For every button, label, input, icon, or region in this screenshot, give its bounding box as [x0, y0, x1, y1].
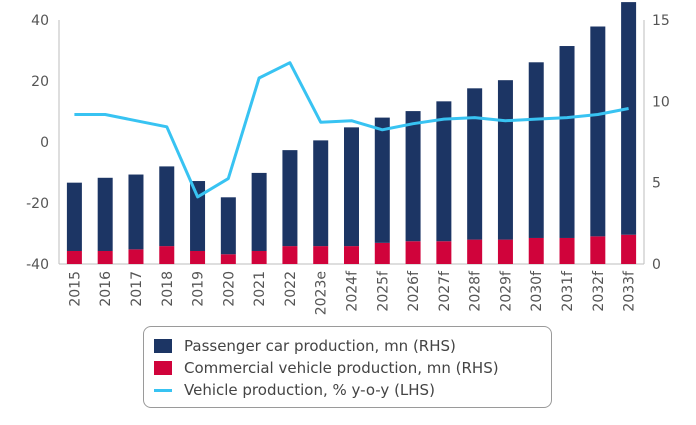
legend-label-commercial: Commercial vehicle production, mn (RHS): [184, 359, 499, 377]
x-tick-category: 2031f: [560, 270, 576, 312]
y-tick-left: -40: [26, 257, 49, 273]
x-tick-category: 2016: [98, 271, 114, 307]
legend-item-commercial: Commercial vehicle production, mn (RHS): [154, 357, 499, 379]
bar-commercial: [405, 241, 421, 264]
legend-label-yoy: Vehicle production, % y-o-y (LHS): [184, 381, 435, 399]
bar-passenger: [251, 172, 267, 251]
bar-passenger: [621, 2, 637, 235]
bar-passenger: [220, 197, 236, 255]
x-tick-category: 2030f: [529, 270, 545, 312]
bar-commercial: [590, 236, 606, 264]
bar-commercial: [128, 249, 144, 264]
y-tick-right: 15: [652, 13, 670, 29]
bar-passenger: [66, 182, 82, 251]
chart-categories: 2015 2016 2017 2018 2019 2020 2021 2022 2023e 202…: [67, 270, 637, 315]
y-tick-right: 5: [652, 176, 661, 192]
x-tick-category: 2022: [283, 271, 299, 307]
y-tick-right: 10: [652, 94, 670, 110]
y-tick-left: 0: [40, 135, 49, 151]
bar-commercial: [344, 246, 359, 264]
bar-commercial: [251, 250, 267, 264]
bar-passenger: [190, 181, 206, 251]
x-tick-category: 2024f: [345, 270, 361, 312]
x-tick-category: 2020: [221, 271, 237, 307]
legend-swatch-commercial: [154, 361, 172, 375]
x-tick-category: 2021: [252, 271, 268, 307]
bar-commercial: [621, 234, 637, 264]
legend-item-yoy: Vehicle production, % y-o-y (LHS): [154, 379, 435, 401]
legend-swatch-passenger: [154, 339, 172, 353]
bar-passenger: [128, 174, 144, 250]
x-tick-category: 2033f: [622, 270, 638, 312]
bar-passenger: [374, 117, 390, 243]
bar-passenger: [282, 150, 298, 247]
bar-passenger: [405, 111, 421, 242]
bar-commercial: [313, 246, 329, 264]
bar-commercial: [497, 239, 513, 264]
bar-commercial: [467, 239, 483, 264]
bar-passenger: [159, 166, 175, 247]
x-tick-category: 2015: [67, 271, 83, 307]
y-tick-left: 20: [31, 74, 49, 90]
bar-commercial: [190, 250, 206, 264]
legend-line-yoy: [154, 388, 172, 392]
bar-commercial: [436, 241, 452, 264]
chart-ticks: -40 -20 0 20 40 0 5 10 15: [26, 13, 670, 273]
y-tick-left: -20: [26, 196, 49, 212]
bar-passenger: [497, 80, 513, 240]
x-tick-category: 2029f: [498, 270, 514, 312]
bar-passenger: [467, 88, 483, 240]
x-tick-category: 2019: [191, 271, 207, 307]
chart-line: [74, 61, 629, 199]
x-tick-category: 2028f: [468, 270, 484, 312]
y-tick-right: 0: [652, 257, 661, 273]
bar-commercial: [374, 242, 390, 264]
bar-passenger: [97, 177, 113, 251]
line-yoy: [74, 61, 629, 199]
chart-bars: [66, 2, 637, 264]
bar-passenger: [559, 46, 575, 238]
y-tick-left: 40: [31, 13, 49, 29]
bar-passenger: [344, 127, 359, 247]
bar-commercial: [528, 237, 544, 264]
bar-commercial: [66, 250, 82, 264]
legend-item-passenger: Passenger car production, mn (RHS): [154, 335, 456, 357]
x-tick-category: 2018: [160, 271, 176, 307]
x-tick-category: 2026f: [406, 270, 422, 312]
bar-commercial: [97, 250, 113, 264]
x-tick-category: 2032f: [591, 270, 607, 312]
bar-passenger: [590, 26, 606, 237]
bar-passenger: [313, 140, 329, 247]
bar-commercial: [282, 246, 298, 264]
legend-label-passenger: Passenger car production, mn (RHS): [184, 337, 456, 355]
x-tick-category: 2025f: [375, 270, 391, 312]
bar-commercial: [159, 246, 175, 264]
x-tick-category: 2017: [129, 271, 145, 307]
bar-commercial: [559, 237, 575, 264]
chart-legend: Passenger car production, mn (RHS) Comme…: [143, 326, 552, 408]
x-tick-category: 2027f: [437, 270, 453, 312]
bar-passenger: [528, 62, 544, 238]
x-tick-category: 2023e: [314, 271, 330, 315]
bar-commercial: [220, 254, 236, 264]
bar-passenger: [436, 101, 452, 242]
